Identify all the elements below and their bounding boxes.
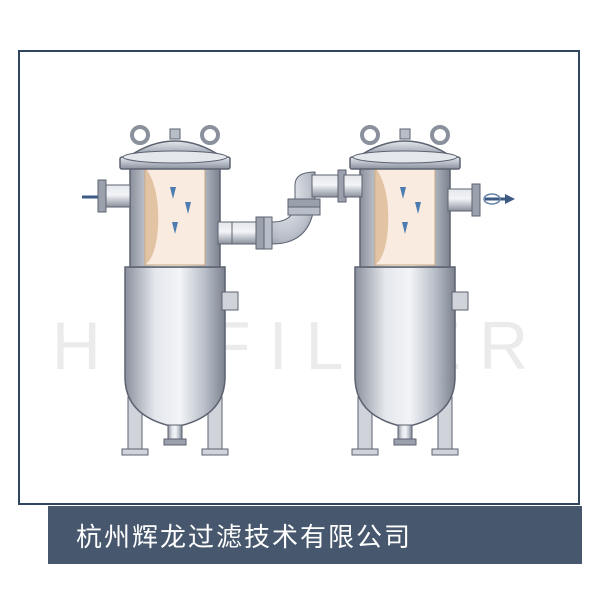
company-name: 杭州辉龙过滤技术有限公司: [76, 517, 412, 554]
filter-diagram: [80, 107, 520, 477]
diagram-frame: HL FILTER: [18, 50, 580, 505]
footer-bar: 杭州辉龙过滤技术有限公司: [48, 506, 582, 564]
connector-pipe: [228, 170, 346, 249]
outlet-arrow: [484, 194, 515, 204]
filter-vessel-1: [98, 127, 238, 455]
filter-vessel-2: [344, 127, 480, 455]
